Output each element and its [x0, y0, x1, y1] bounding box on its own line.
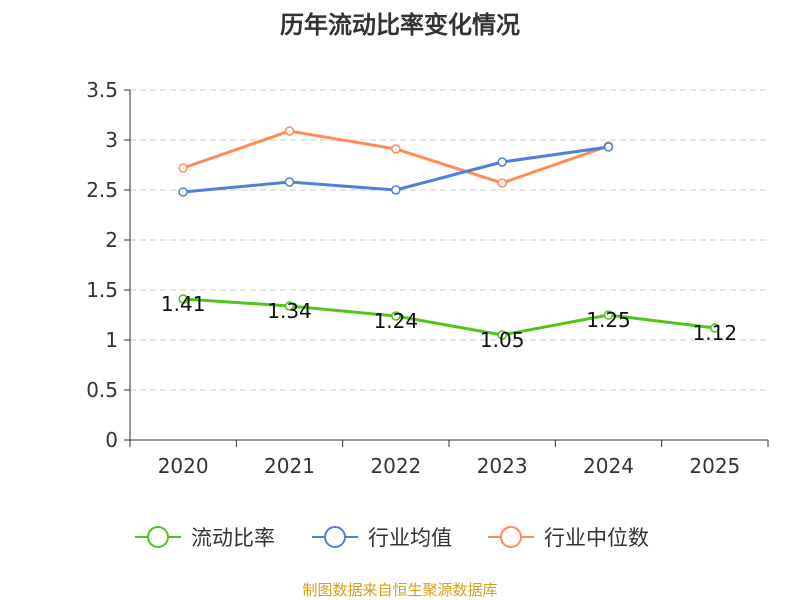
data-point — [284, 177, 295, 187]
data-label: 1.24 — [374, 309, 419, 333]
x-tick-label: 2024 — [583, 454, 634, 478]
y-tick-label: 3.5 — [86, 78, 118, 102]
legend-marker — [324, 526, 346, 548]
x-tick-label: 2022 — [370, 454, 421, 478]
data-point — [603, 310, 614, 320]
x-tick-label: 2023 — [477, 454, 528, 478]
data-point — [497, 178, 507, 188]
legend-label: 流动比率 — [191, 526, 275, 550]
x-tick-label: 2020 — [158, 454, 209, 478]
data-label: 1.34 — [267, 299, 312, 323]
legend-label: 行业均值 — [368, 526, 452, 550]
y-tick-label: 0.5 — [86, 378, 118, 402]
y-tick-label: 2.5 — [86, 178, 118, 202]
series-line-0 — [183, 297, 716, 337]
y-tick-label: 2 — [105, 228, 118, 252]
y-tick-label: 1 — [105, 328, 118, 352]
data-point — [603, 142, 614, 152]
data-point — [710, 323, 720, 333]
data-point — [497, 330, 507, 340]
data-point — [284, 301, 295, 311]
y-tick-label: 1.5 — [86, 278, 118, 302]
data-label: 1.25 — [586, 308, 631, 332]
data-label: 1.41 — [161, 292, 206, 316]
data-point — [391, 144, 401, 154]
data-point — [178, 163, 188, 173]
data-point — [178, 187, 188, 197]
chart-title: 历年流动比率变化情况 — [280, 11, 520, 39]
legend-marker — [500, 526, 522, 548]
y-tick-label: 3 — [105, 128, 118, 152]
x-tick-label: 2021 — [264, 454, 315, 478]
x-tick-label: 2025 — [689, 454, 740, 478]
data-label: 1.12 — [693, 321, 738, 345]
y-tick-label: 0 — [105, 428, 118, 452]
data-point — [391, 311, 401, 321]
legend-label: 行业中位数 — [544, 526, 649, 550]
data-label: 1.05 — [480, 328, 525, 352]
footer-source: 制图数据来自恒生聚源数据库 — [302, 581, 497, 599]
legend-marker — [147, 526, 169, 548]
data-point — [178, 294, 188, 304]
data-point — [284, 126, 295, 136]
data-point — [391, 185, 401, 195]
data-point — [497, 157, 507, 167]
